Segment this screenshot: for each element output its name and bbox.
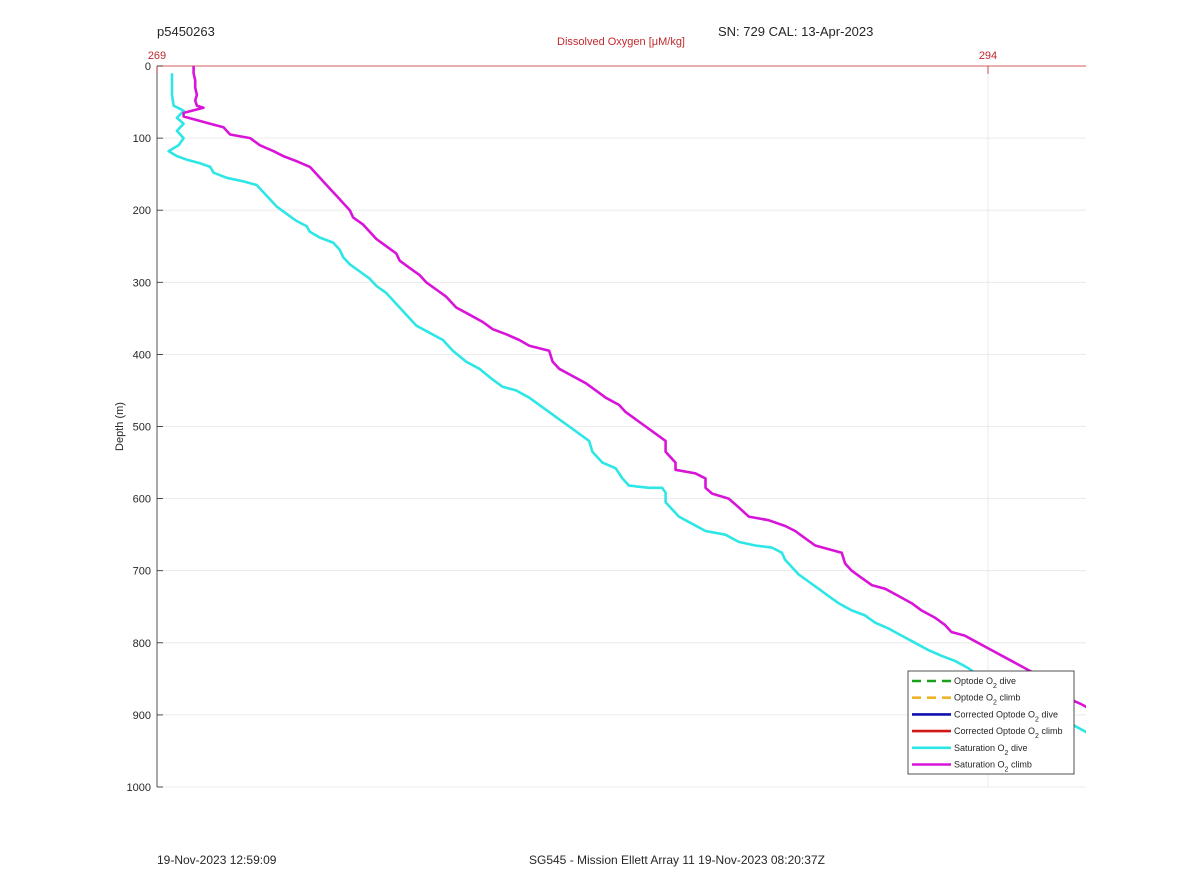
legend-entry-label: Optode O2 climb	[954, 693, 1020, 707]
y-tick-label: 800	[133, 638, 151, 650]
mission-label: SG545 - Mission Ellett Array 11 19-Nov-2…	[529, 853, 825, 867]
legend-entry-label: Saturation O2 dive	[954, 743, 1027, 757]
y-tick-label: 600	[133, 494, 151, 506]
chart-grid	[157, 66, 1086, 788]
y-tick-label: 0	[145, 61, 151, 73]
series-line-5	[182, 66, 1086, 709]
y-tick-label: 700	[133, 566, 151, 578]
y-tick-label: 1000	[127, 782, 151, 794]
chart-legend: Optode O2 dive Optode O2 climb Corrected O…	[907, 670, 1075, 775]
legend-entry-label: Corrected Optode O2 dive	[954, 709, 1058, 723]
x-axis-title: Dissolved Oxygen [μM/kg]	[557, 36, 685, 48]
x-tick-label: 294	[979, 50, 997, 62]
generated-timestamp: 19-Nov-2023 12:59:09	[157, 853, 277, 867]
legend-entry-label: Saturation O2 climb	[954, 760, 1032, 774]
y-axis-title: Depth (m)	[114, 402, 126, 451]
y-tick-label: 100	[133, 133, 151, 145]
y-tick-label: 200	[133, 205, 151, 217]
series-line-4	[167, 73, 1086, 734]
legend-entry-label: Corrected Optode O2 climb	[954, 726, 1062, 740]
x-tick-label: 269	[148, 50, 166, 62]
y-tick-label: 300	[133, 277, 151, 289]
sensor-calibration-label: SN: 729 CAL: 13-Apr-2023	[718, 24, 874, 39]
y-tick-label: 900	[133, 710, 151, 722]
axis-ticks: 0 100 200 300 400 500 600 700 800 900 1000 269 294	[127, 50, 998, 794]
legend-entry-label: Optode O2 dive	[954, 676, 1016, 690]
data-series	[167, 66, 1086, 734]
legend-box	[907, 670, 1075, 775]
y-tick-label: 400	[133, 349, 151, 361]
y-tick-label: 500	[133, 422, 151, 434]
profile-id-label: p5450263	[157, 24, 215, 39]
